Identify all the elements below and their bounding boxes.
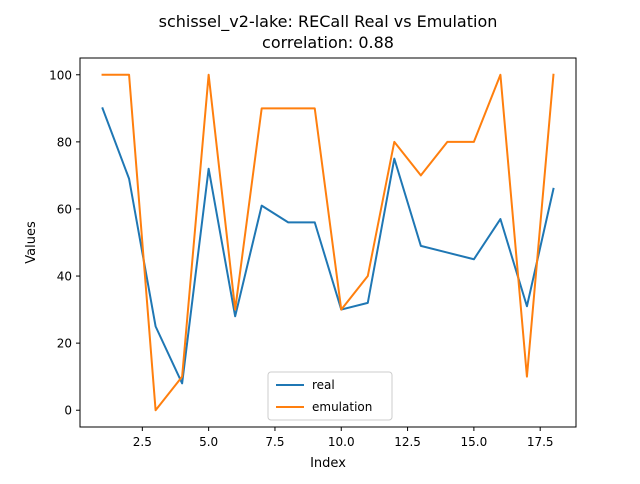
y-tick-label: 100 bbox=[49, 68, 72, 82]
x-tick-label: 10.0 bbox=[328, 435, 355, 449]
y-tick-label: 60 bbox=[57, 202, 72, 216]
y-tick-label: 0 bbox=[64, 404, 72, 418]
x-tick-label: 15.0 bbox=[461, 435, 488, 449]
x-tick-label: 12.5 bbox=[394, 435, 421, 449]
y-tick-label: 40 bbox=[57, 270, 72, 284]
chart-title: schissel_v2-lake: RECall Real vs Emulati… bbox=[159, 12, 498, 32]
x-tick-label: 7.5 bbox=[265, 435, 284, 449]
y-tick-label: 80 bbox=[57, 135, 72, 149]
y-axis-label: Values bbox=[24, 221, 39, 264]
chart-subtitle: correlation: 0.88 bbox=[262, 33, 394, 52]
x-tick-label: 2.5 bbox=[133, 435, 152, 449]
x-tick-label: 5.0 bbox=[199, 435, 218, 449]
legend-label-emulation: emulation bbox=[312, 400, 372, 414]
legend-label-real: real bbox=[312, 378, 335, 392]
y-tick-label: 20 bbox=[57, 337, 72, 351]
x-axis-label: Index bbox=[310, 456, 346, 471]
x-tick-label: 17.5 bbox=[527, 435, 554, 449]
legend: real emulation bbox=[268, 372, 392, 420]
